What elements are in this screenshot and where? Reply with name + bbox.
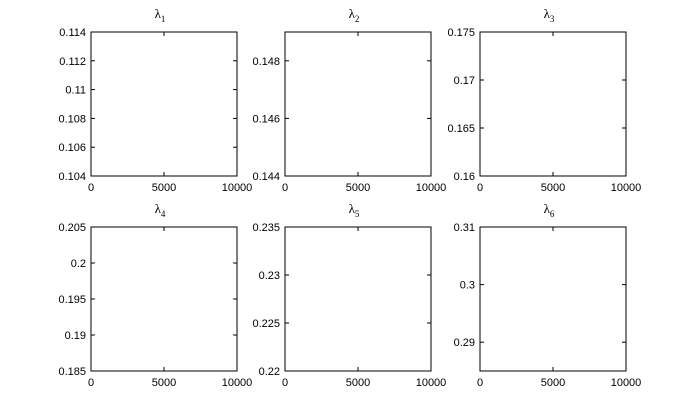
subplot-title: λ5 [349,201,360,219]
axes-frame [284,226,432,372]
x-tick-label: 0 [88,377,94,389]
title-symbol: λ [544,6,551,21]
y-tick-label: 0.11 [65,85,86,97]
y-tick-label: 0.144 [252,171,280,183]
axes-frame [90,31,238,177]
x-tick-label: 10000 [611,377,642,389]
y-tick-label: 0.16 [454,171,475,183]
y-tick-label: 0.2 [71,258,86,270]
axes-frame [90,226,238,372]
subplot-title: λ2 [349,6,360,24]
title-subscript: 5 [355,209,360,219]
title-subscript: 6 [550,209,555,219]
x-tick-label: 10000 [416,377,447,389]
subplot-3: 0 5000 10000 0.16 0.165 0.17 0.175 λ3 [447,6,641,194]
y-tick-label: 0.106 [58,142,86,154]
subplot-title: λ6 [544,201,555,219]
subplot-1: 0 5000 10000 0.104 0.106 0.108 0.11 0.112 0.114 λ… [58,6,252,194]
y-tick-label: 0.29 [454,337,475,349]
x-tick-label: 5000 [541,377,565,389]
title-symbol: λ [155,201,162,216]
x-tick-label: 10000 [222,182,253,194]
subplot-title: λ4 [155,201,166,219]
x-tick-label: 5000 [346,377,370,389]
x-tick-label: 0 [477,182,483,194]
x-tick-label: 5000 [152,377,176,389]
subplot-5: 0 5000 10000 0.22 0.225 0.23 0.235 λ5 [252,201,446,389]
subplot-title: λ1 [155,6,166,24]
title-symbol: λ [349,6,356,21]
title-symbol: λ [349,201,356,216]
y-tick-label: 0.19 [65,330,86,342]
x-tick-label: 0 [282,377,288,389]
y-tick-label: 0.235 [252,222,280,234]
y-tick-label: 0.108 [58,113,86,125]
x-tick-label: 10000 [611,182,642,194]
y-tick-label: 0.148 [252,56,280,68]
y-tick-label: 0.23 [259,270,280,282]
x-tick-label: 5000 [346,182,370,194]
y-tick-label: 0.104 [58,171,86,183]
subplot-2: 0 5000 10000 0.144 0.146 0.148 λ2 [252,6,446,194]
x-tick-label: 0 [282,182,288,194]
x-tick-label: 0 [477,377,483,389]
subplot-title: λ3 [544,6,555,24]
x-tick-label: 5000 [541,182,565,194]
subplot-6: 0 5000 10000 0.29 0.3 0.31 λ6 [454,201,642,389]
y-tick-label: 0.22 [259,366,280,378]
y-tick-label: 0.165 [447,123,475,135]
y-tick-label: 0.185 [58,366,86,378]
title-symbol: λ [544,201,551,216]
x-tick-label: 10000 [416,182,447,194]
y-tick-label: 0.17 [454,75,475,87]
x-tick-label: 0 [88,182,94,194]
y-tick-label: 0.3 [460,280,475,292]
x-tick-label: 5000 [152,182,176,194]
title-subscript: 2 [355,14,360,24]
y-tick-label: 0.146 [252,113,280,125]
subplot-4: 0 5000 10000 0.185 0.19 0.195 0.2 0.205 λ4 [58,201,252,389]
x-tick-label: 10000 [222,377,253,389]
y-tick-label: 0.31 [454,222,475,234]
title-subscript: 1 [161,14,166,24]
axes-frame [479,226,627,372]
y-tick-label: 0.112 [59,56,86,68]
y-tick-label: 0.195 [58,294,86,306]
title-subscript: 3 [550,14,555,24]
y-tick-label: 0.175 [447,27,475,39]
title-symbol: λ [155,6,162,21]
title-subscript: 4 [161,209,166,219]
axes-frame [479,31,627,177]
y-tick-label: 0.205 [58,222,86,234]
axes-frame [284,31,432,177]
y-tick-label: 0.225 [252,318,280,330]
y-tick-label: 0.114 [59,27,86,39]
